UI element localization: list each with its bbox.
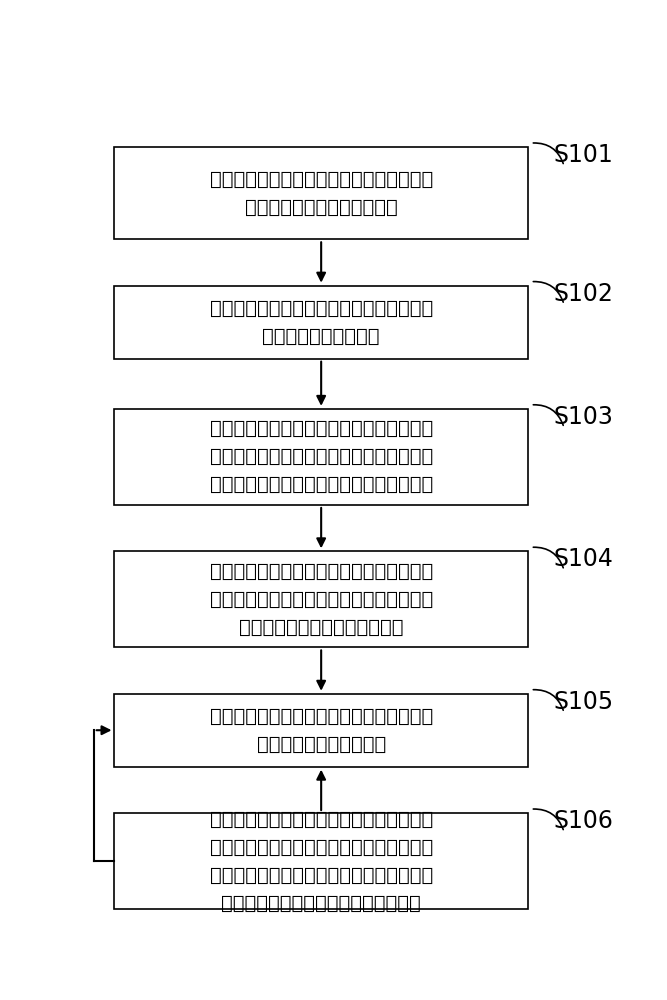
Text: 根据所述状态参数计算出发动机尾排中的氮
氧化物的窗口比排放量: 根据所述状态参数计算出发动机尾排中的氮 氧化物的窗口比排放量 [209, 299, 433, 346]
Text: S105: S105 [554, 690, 614, 714]
FancyBboxPatch shape [115, 286, 528, 359]
Text: 在窗口比排放量处于预设的比排放量区间的
情况下，将控制参数在窗口比排放量所属的
功基窗口的参数量，作为所述控制参数在所
述功基窗口的下一功基窗口内的参数量: 在窗口比排放量处于预设的比排放量区间的 情况下，将控制参数在窗口比排放量所属的 … [209, 810, 433, 913]
Text: 在窗口比排放量未处于预设的比排放量区间
的情况下，获取所述发动机的控制参数在所
述窗口比排放量所属的功基窗口下的参数量: 在窗口比排放量未处于预设的比排放量区间 的情况下，获取所述发动机的控制参数在所 … [209, 419, 433, 494]
FancyBboxPatch shape [115, 551, 528, 647]
FancyBboxPatch shape [115, 694, 528, 767]
Text: 根据所述下一功基窗口内的参数量控制所述
发动机的氮氧化物的排放: 根据所述下一功基窗口内的参数量控制所述 发动机的氮氧化物的排放 [209, 707, 433, 754]
Text: S102: S102 [554, 282, 614, 306]
FancyBboxPatch shape [115, 409, 528, 505]
Text: S103: S103 [554, 405, 614, 429]
Text: 根据所述功基窗口内的参数量以及预设的固
定调整因子，计算出所述控制参数所述功基
窗口的下一功基窗口内的参数量: 根据所述功基窗口内的参数量以及预设的固 定调整因子，计算出所述控制参数所述功基 … [209, 562, 433, 637]
Text: S104: S104 [554, 547, 614, 571]
Text: 在发动机的运行状态满足预设的控制条件下
，获取所述发动机的状态参数: 在发动机的运行状态满足预设的控制条件下 ，获取所述发动机的状态参数 [209, 170, 433, 217]
Text: S101: S101 [554, 143, 614, 167]
FancyBboxPatch shape [115, 813, 528, 909]
FancyBboxPatch shape [115, 147, 528, 239]
Text: S106: S106 [554, 809, 614, 833]
